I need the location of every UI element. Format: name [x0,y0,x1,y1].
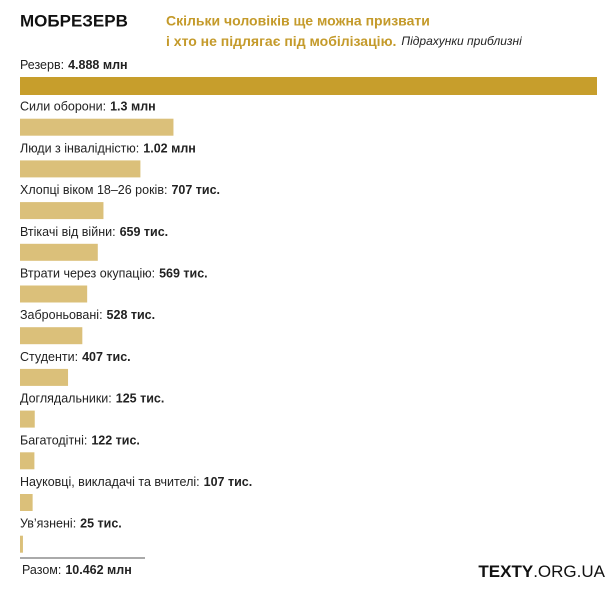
bar [20,327,83,345]
category-label: Сили оборони: [20,100,106,114]
value-label: 569 тис. [159,267,208,281]
value-label: 125 тис. [116,392,165,406]
bar [20,243,98,261]
bar-label: Ув’язнені: 25 тис. [20,517,122,531]
category-label: Науковці, викладачі та вчителі: [20,475,200,489]
value-label: 107 тис. [204,475,253,489]
total-value: 10.462 млн [65,563,131,577]
total: Разом: 10.462 млн [22,563,132,577]
bar-label: Науковці, викладачі та вчителі: 107 тис. [20,475,252,489]
bar [20,368,69,386]
category-label: Студенти: [20,350,78,364]
category-label: Багатодітні: [20,434,87,448]
bar-label: Резерв: 4.888 млн [20,58,128,72]
value-label: 659 тис. [120,225,169,239]
category-label: Доглядальники: [20,392,112,406]
subtitle: Скільки чоловіків ще можна призвати [166,13,430,29]
category-label: Хлопці віком 18–26 років: [20,183,167,197]
subtitle-line: і хто не підлягає під мобілізацію. [166,33,396,49]
total-label: Разом: [22,563,61,577]
subtitle: і хто не підлягає під мобілізацію. Підрах… [166,33,522,49]
bar-label: Люди з інвалідністю: 1.02 млн [20,142,196,156]
bar [20,118,174,136]
bar-label: Студенти: 407 тис. [20,350,131,364]
value-label: 407 тис. [82,350,131,364]
value-label: 707 тис. [171,183,220,197]
value-label: 122 тис. [91,434,140,448]
source-part: TEXTY [478,562,533,581]
chart-title: МОБРЕЗЕРВ [20,11,128,30]
category-label: Заброньовані: [20,308,103,322]
bar [20,285,88,303]
bar [20,160,141,178]
category-label: Втікачі від війни: [20,225,116,239]
bar [20,77,597,95]
category-label: Втрати через окупацію: [20,267,155,281]
value-label: 1.02 млн [143,142,196,156]
bar-label: Хлопці віком 18–26 років: 707 тис. [20,183,220,197]
bar-label: Сили оборони: 1.3 млн [20,100,156,114]
bar [20,494,33,511]
value-label: 25 тис. [80,517,122,531]
bar [20,452,35,470]
note: Підрахунки приблизні [401,34,522,48]
bar [20,535,23,553]
category-label: Резерв: [20,58,64,72]
bar-label: Доглядальники: 125 тис. [20,392,164,406]
source: TEXTY.ORG.UA [478,562,605,581]
value-label: 4.888 млн [68,58,128,72]
value-label: 1.3 млн [110,100,156,114]
source-part: .ORG.UA [533,562,605,581]
bar-label: Втрати через окупацію: 569 тис. [20,267,208,281]
bar [20,202,104,220]
bar-label: Заброньовані: 528 тис. [20,308,155,322]
bar-label: Багатодітні: 122 тис. [20,434,140,448]
category-label: Люди з інвалідністю: [20,142,139,156]
bar-label: Втікачі від війни: 659 тис. [20,225,168,239]
bar [20,410,35,428]
value-label: 528 тис. [107,308,156,322]
category-label: Ув’язнені: [20,517,76,531]
